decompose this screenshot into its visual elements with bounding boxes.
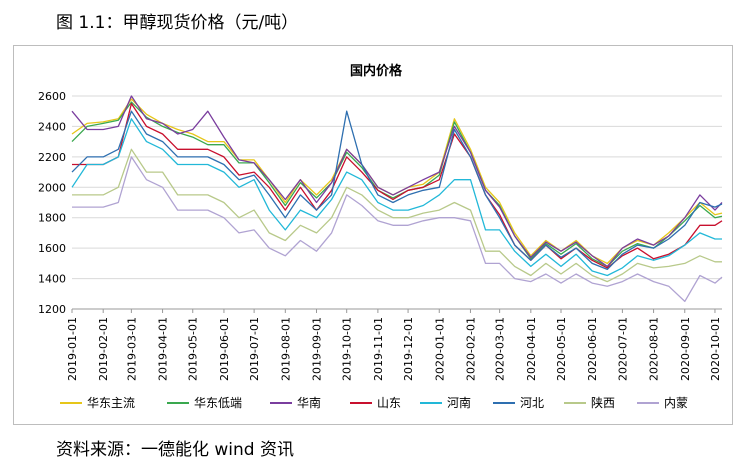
legend-label: 华南 xyxy=(297,395,321,410)
series-line xyxy=(72,148,722,283)
x-tick-label: 2020-04-01 xyxy=(525,317,538,381)
y-tick-label: 1800 xyxy=(38,212,66,225)
x-tick-label: 2019-07-01 xyxy=(248,317,261,381)
x-tick-label: 2019-10-01 xyxy=(341,317,354,381)
x-tick-label: 2019-03-01 xyxy=(125,317,138,381)
series-line xyxy=(71,98,723,265)
y-tick-label: 2600 xyxy=(38,90,66,103)
y-tick-label: 1600 xyxy=(38,242,66,255)
x-tick-label: 2019-08-01 xyxy=(279,317,292,381)
x-tick-label: 2020-05-01 xyxy=(555,317,568,381)
y-tick-label: 2000 xyxy=(38,181,66,194)
legend-label: 山东 xyxy=(377,396,401,410)
x-tick-label: 2020-01-01 xyxy=(433,317,446,381)
x-tick-label: 2019-06-01 xyxy=(218,317,231,381)
legend-label: 陕西 xyxy=(591,395,615,410)
legend-label: 华东主流 xyxy=(87,396,135,410)
legend-label: 华东低端 xyxy=(194,396,242,410)
y-tick-label: 2400 xyxy=(38,120,66,133)
x-tick-label: 2019-01-01 xyxy=(66,317,79,381)
x-tick-label: 2020-10-01 xyxy=(709,317,722,381)
y-axis-ticks: 1200 1400 1600 1800 2000 2200 2400 2600 xyxy=(38,90,66,316)
x-tick-label: 2019-04-01 xyxy=(157,317,170,381)
series-line xyxy=(71,118,722,277)
series-line xyxy=(72,156,723,303)
x-tick-label: 2019-02-01 xyxy=(97,317,110,381)
chart-title: 国内价格 xyxy=(350,63,403,79)
legend-label: 河北 xyxy=(520,396,544,410)
x-tick-label: 2019-05-01 xyxy=(187,317,200,381)
series-line xyxy=(71,95,723,268)
x-tick-label: 2020-03-01 xyxy=(494,317,507,381)
x-axis-ticks: 2019-01-01 2019-02-01 2019-03-01 2019-04-01… xyxy=(66,309,722,381)
chart-frame xyxy=(13,45,733,425)
x-tick-label: 2019-12-01 xyxy=(402,317,415,381)
x-tick-label: 2020-07-01 xyxy=(616,317,629,381)
series-line xyxy=(71,110,723,271)
x-tick-label: 2019-11-01 xyxy=(372,317,385,381)
x-tick-label: 2020-06-01 xyxy=(586,317,599,381)
y-tick-label: 1200 xyxy=(38,303,66,316)
legend-label: 内蒙 xyxy=(664,396,688,410)
series-line xyxy=(72,102,723,269)
series-lines xyxy=(71,95,723,303)
x-tick-label: 2020-08-01 xyxy=(648,317,661,381)
figure-title: 图 1.1：甲醇现货价格（元/吨） xyxy=(56,13,299,33)
x-tick-label: 2020-09-01 xyxy=(679,317,692,381)
x-tick-label: 2019-09-01 xyxy=(311,317,324,381)
y-tick-label: 1400 xyxy=(38,273,66,286)
x-tick-label: 2020-02-01 xyxy=(464,317,477,381)
y-tick-label: 2200 xyxy=(38,151,66,164)
legend: 华东主流 华东低端 华南 山东 河南 河北 陕西 内蒙 xyxy=(60,395,688,410)
source-note: 资料来源：一德能化 wind 资讯 xyxy=(56,440,294,460)
legend-label: 河南 xyxy=(447,395,471,410)
